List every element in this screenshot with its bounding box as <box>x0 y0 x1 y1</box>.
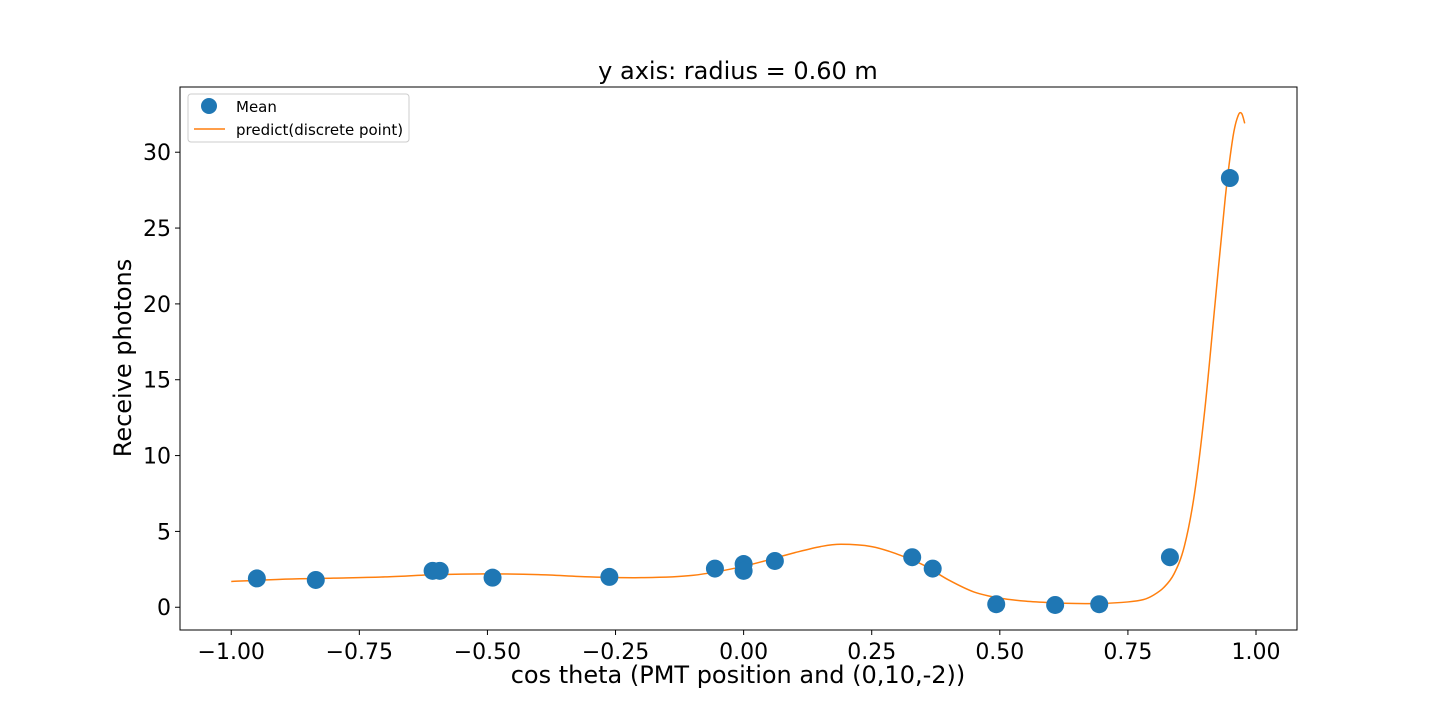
legend-frame <box>187 93 410 143</box>
x-tick-label: −0.75 <box>326 640 393 665</box>
mean-point <box>1160 548 1179 567</box>
x-tick-label: 1.00 <box>1232 640 1281 665</box>
y-tick-label: 30 <box>143 141 171 166</box>
y-tick-label: 20 <box>143 293 171 318</box>
y-axis-label: Receive photons <box>109 259 137 458</box>
y-tick-label: 15 <box>143 369 171 394</box>
x-axis-label: cos theta (PMT position and (0,10,-2)) <box>511 661 966 689</box>
mean-point <box>765 551 784 570</box>
x-tick-label: 0.00 <box>719 640 768 665</box>
legend: Mean predict(discrete point) <box>187 93 410 143</box>
x-tick-label: 0.50 <box>975 640 1024 665</box>
x-axis: −1.00 −0.75 −0.50 −0.25 0.00 0.25 0.50 0.75 1.00 <box>198 630 1281 665</box>
legend-marker-mean <box>201 98 217 114</box>
y-tick-label: 0 <box>157 596 171 621</box>
plot-area <box>179 86 1298 631</box>
x-tick-label: −0.25 <box>582 640 649 665</box>
mean-point <box>600 567 619 586</box>
x-tick-label: −1.00 <box>198 640 265 665</box>
legend-label-mean: Mean <box>236 98 277 116</box>
legend-label-predict: predict(discrete point) <box>236 121 403 139</box>
x-tick-label: 0.75 <box>1103 640 1152 665</box>
mean-point <box>1090 595 1109 614</box>
mean-point <box>1220 169 1239 188</box>
y-tick-label: 25 <box>143 217 171 242</box>
y-axis: 0 5 10 15 20 25 30 <box>143 141 180 621</box>
axes-frame <box>179 86 1298 631</box>
mean-point <box>247 569 266 588</box>
mean-point <box>987 595 1006 614</box>
y-tick-label: 10 <box>143 445 171 470</box>
mean-point <box>306 570 325 589</box>
x-tick-label: 0.25 <box>847 640 896 665</box>
chart-title: y axis: radius = 0.60 m <box>598 57 878 85</box>
mean-point <box>430 561 449 580</box>
predict-line <box>231 111 1246 605</box>
x-tick-label: −0.50 <box>454 640 521 665</box>
mean-point <box>903 548 922 567</box>
mean-point <box>1046 595 1065 614</box>
mean-point <box>734 561 753 580</box>
mean-point <box>705 559 724 578</box>
y-tick-label: 5 <box>157 520 171 545</box>
mean-point <box>483 568 502 587</box>
mean-point <box>923 559 942 578</box>
